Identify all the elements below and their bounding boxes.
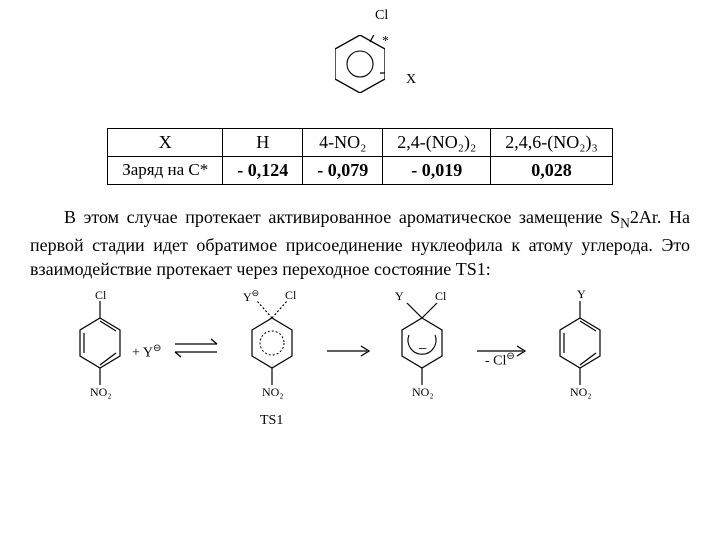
- mol1-no2: NO₂: [90, 385, 112, 400]
- mol3-minus: −: [418, 341, 427, 359]
- mol2-cl: Cl: [285, 288, 296, 303]
- mol2-ts1: Y⊖ Cl NO₂: [235, 293, 310, 418]
- mol4-y: Y: [577, 287, 586, 302]
- plus-y-label: + Y⊖: [132, 343, 161, 362]
- para-part1: В этом случае протекает активированное а…: [64, 207, 620, 227]
- col-24no2: 2,4-(NO₂)₂: [383, 129, 491, 157]
- mol2-no2: NO₂: [262, 385, 284, 400]
- arrow-2: [325, 339, 373, 365]
- body-paragraph: В этом случае протекает активированное а…: [30, 205, 690, 281]
- mol2-y: Y⊖: [243, 288, 259, 305]
- minus-cl-label: - Cl⊖: [485, 351, 515, 370]
- table-data-row: Заряд на C* - 0,124 - 0,079 - 0,019 0,02…: [108, 157, 613, 185]
- star-label: *: [382, 34, 389, 50]
- mol3-intermediate: Y Cl − NO₂: [385, 293, 460, 418]
- row-label: Заряд на C*: [108, 157, 223, 185]
- val-246no2: 0,028: [491, 157, 613, 185]
- val-4no2: - 0,079: [303, 157, 383, 185]
- mol1: Cl NO₂: [70, 293, 130, 418]
- col-4no2: 4-NO₂: [303, 129, 383, 157]
- val-24no2: - 0,019: [383, 157, 491, 185]
- col-246no2: 2,4,6-(NO₂)₃: [491, 129, 613, 157]
- equilibrium-arrows: [173, 335, 221, 367]
- col-h: H: [223, 129, 303, 157]
- cl-label: Cl: [375, 8, 388, 24]
- mol1-cl: Cl: [95, 288, 106, 303]
- x-substituent-label: X: [406, 72, 416, 88]
- reaction-scheme: Cl NO₂ + Y⊖: [40, 293, 680, 473]
- charge-table: X H 4-NO₂ 2,4-(NO₂)₂ 2,4,6-(NO₂)₃ Заряд …: [107, 128, 613, 185]
- mol4-product: Y NO₂: [550, 293, 610, 418]
- page: Cl * X X H 4-NO₂ 2,4-(NO₂)₂ 2,4,6-(NO₂)₃…: [0, 0, 720, 540]
- val-h: - 0,124: [223, 157, 303, 185]
- mol4-no2: NO₂: [570, 385, 592, 400]
- mol3-no2: NO₂: [412, 385, 434, 400]
- ts1-label: TS1: [260, 413, 283, 429]
- mol3-cl: Cl: [435, 289, 446, 304]
- table-header-row: X H 4-NO₂ 2,4-(NO₂)₂ 2,4,6-(NO₂)₃: [108, 129, 613, 157]
- benzene-hexagon: [335, 35, 385, 93]
- mol3-y: Y: [395, 289, 404, 304]
- top-structure: Cl * X: [290, 10, 430, 120]
- para-sub: N: [620, 216, 630, 231]
- col-x: X: [108, 129, 223, 157]
